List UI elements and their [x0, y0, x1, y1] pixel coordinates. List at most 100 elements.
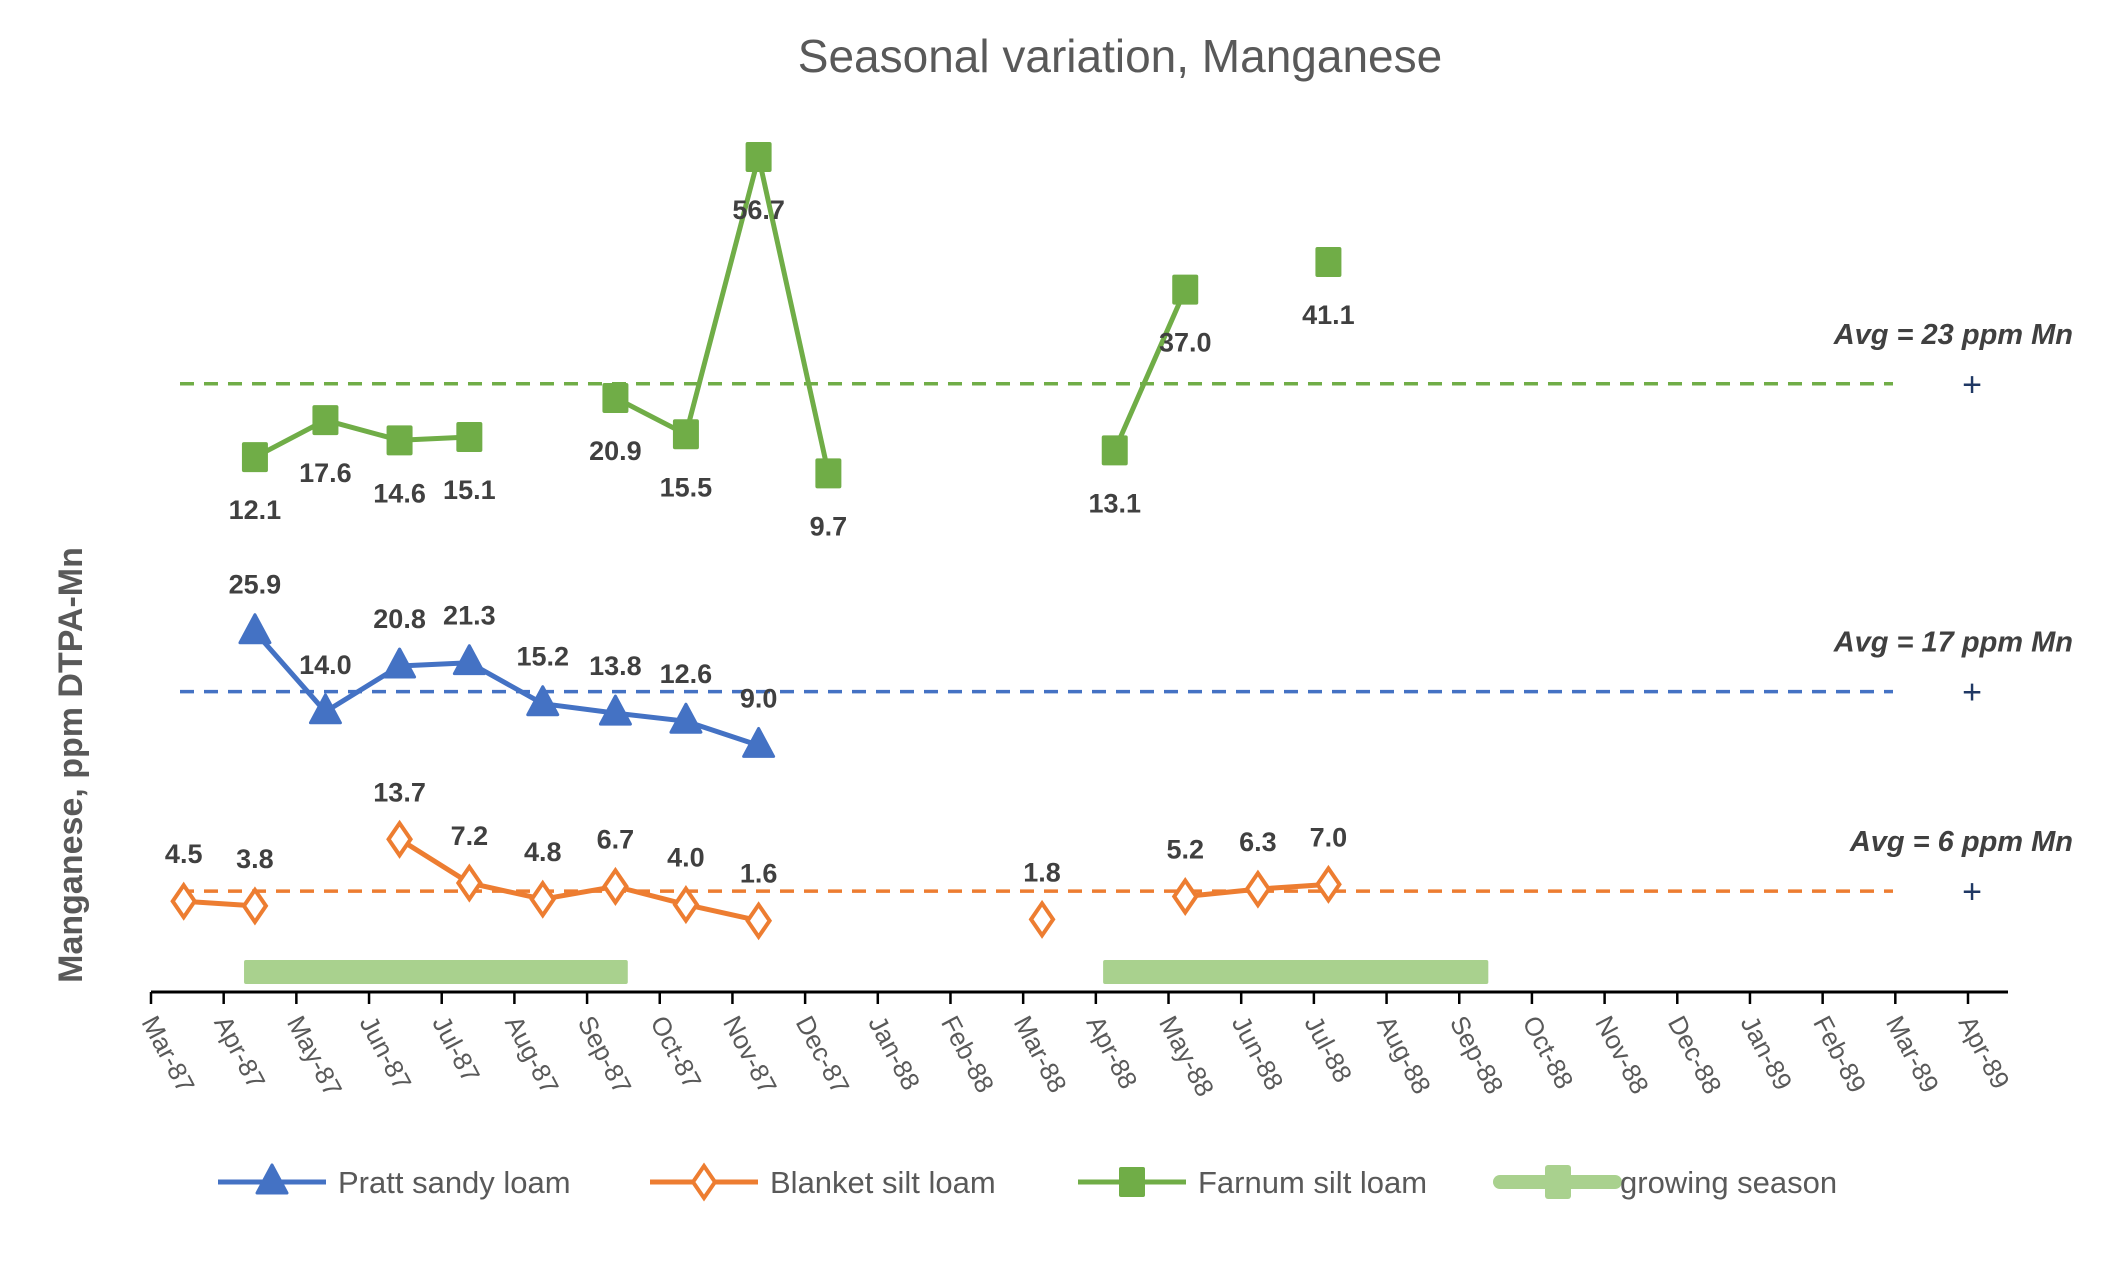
data-label: 12.1: [229, 495, 282, 525]
data-point: [170, 881, 198, 921]
legend-item: Pratt sandy loam: [218, 1163, 571, 1200]
data-label: 56.7: [732, 195, 785, 225]
growing-season-bar: [244, 960, 628, 984]
data-label: 13.8: [589, 651, 642, 681]
data-point: [1314, 864, 1342, 904]
legend-marker: [690, 1162, 718, 1202]
x-tick-label: Jan-89: [1735, 1011, 1799, 1095]
data-point: [1172, 274, 1199, 305]
data-label: 15.1: [443, 475, 496, 505]
data-point: [241, 886, 269, 926]
data-point: [745, 142, 772, 173]
data-label: 9.7: [810, 511, 848, 541]
series-line: [397, 836, 762, 924]
data-point: [742, 726, 776, 758]
data-label: 7.2: [451, 821, 489, 851]
x-tick-label: Apr-89: [1953, 1011, 2016, 1094]
data-point: [1028, 899, 1056, 939]
data-label: 15.2: [516, 642, 569, 672]
legend-marker: [1545, 1165, 1571, 1199]
data-point: [745, 901, 773, 941]
average-label: Avg = 23 ppm Mn: [1833, 319, 2073, 351]
data-label: 5.2: [1166, 835, 1204, 865]
data-point: [529, 879, 557, 919]
legend-item: growing season: [1493, 1165, 1837, 1200]
x-axis: Mar-87 Apr-87 May-87 Jun-87 Jul-87 Aug-87 Sep-…: [136, 990, 2016, 1102]
average-label: Avg = 17 ppm Mn: [1833, 627, 2073, 659]
x-tick-label: Nov-87: [717, 1011, 783, 1099]
x-tick-label: Jul-87: [426, 1011, 486, 1088]
x-tick-label: Mar-87: [136, 1011, 201, 1098]
x-tick-label: Feb-89: [1807, 1011, 1872, 1098]
data-point: [386, 819, 413, 859]
data-point: [1171, 876, 1199, 917]
data-point: [1244, 869, 1272, 909]
legend-label: Farnum silt loam: [1198, 1165, 1427, 1200]
data-label: 41.1: [1302, 300, 1355, 330]
x-tick-label: Apr-88: [1081, 1011, 1144, 1094]
data-label: 13.1: [1088, 488, 1141, 518]
data-label: 4.0: [667, 843, 705, 873]
data-point: [238, 613, 272, 645]
data-point: [672, 885, 700, 925]
data-label: 4.5: [165, 839, 203, 869]
average-label: Avg = 6 ppm Mn: [1849, 826, 2073, 858]
data-label: 14.0: [299, 650, 352, 680]
x-tick-label: Dec-87: [790, 1011, 856, 1099]
data-label: 37.0: [1159, 328, 1212, 358]
legend-item: Farnum silt loam: [1078, 1165, 1427, 1200]
growing-season-bar: [1103, 960, 1489, 984]
x-tick-label: Aug-87: [499, 1011, 565, 1099]
series-layer: [170, 142, 1342, 941]
chart-title: Seasonal variation, Manganese: [798, 30, 1442, 82]
x-tick-label: Oct-87: [644, 1011, 707, 1094]
x-tick-label: Apr-87: [208, 1011, 271, 1094]
data-point: [1101, 435, 1128, 466]
x-tick-label: Oct-88: [1517, 1011, 1580, 1094]
data-label: 4.8: [524, 837, 562, 867]
legend-label: Pratt sandy loam: [338, 1165, 571, 1200]
data-label: 13.7: [373, 777, 426, 807]
series-farnum-silt-loam: [241, 142, 1342, 489]
data-point: [526, 685, 560, 717]
x-tick-label: Feb-88: [935, 1011, 1000, 1098]
x-tick-label: Dec-88: [1662, 1011, 1728, 1099]
data-point: [669, 702, 703, 734]
data-label: 15.5: [660, 472, 713, 502]
series-blanket-silt-loam: [170, 819, 1342, 941]
x-tick-label: Sep-87: [572, 1011, 638, 1099]
data-point: [602, 382, 629, 413]
data-label: 20.9: [589, 436, 642, 466]
data-point: [1315, 246, 1342, 277]
data-point: [452, 644, 486, 676]
data-label: 14.6: [373, 478, 426, 508]
data-point: [455, 863, 483, 903]
data-point: [383, 647, 417, 679]
legend-marker: [255, 1163, 289, 1195]
data-point: [456, 421, 483, 452]
x-tick-label: May-87: [281, 1011, 348, 1102]
x-tick-label: Jan-88: [863, 1011, 927, 1095]
x-tick-label: Mar-89: [1880, 1011, 1945, 1098]
average-marker: +: [1962, 873, 1982, 911]
series-pratt-sandy-loam: [238, 613, 776, 758]
legend: Pratt sandy loam Blanket silt loam Farnum …: [218, 1162, 1837, 1202]
x-tick-label: Nov-88: [1589, 1011, 1655, 1099]
x-tick-label: Jun-88: [1226, 1011, 1290, 1095]
legend-item: Blanket silt loam: [650, 1162, 996, 1202]
legend-marker: [1119, 1167, 1145, 1197]
data-point: [308, 693, 342, 725]
y-axis-label: Manganese, ppm DTPA-Mn: [52, 547, 90, 983]
x-tick-label: Sep-88: [1444, 1011, 1510, 1099]
data-point: [672, 419, 699, 450]
data-labels-layer: 25.9 14.0 20.8 21.3 15.2 13.8 12.6 9.0 4.5 3.8 13.…: [165, 195, 1355, 889]
data-label: 12.6: [660, 659, 713, 689]
data-label: 25.9: [229, 570, 282, 600]
legend-label: Blanket silt loam: [770, 1165, 996, 1200]
series-line: [252, 417, 472, 460]
x-tick-label: Jul-88: [1299, 1011, 1359, 1088]
data-point: [241, 442, 268, 473]
data-label: 7.0: [1310, 822, 1348, 852]
data-label: 21.3: [443, 601, 496, 631]
